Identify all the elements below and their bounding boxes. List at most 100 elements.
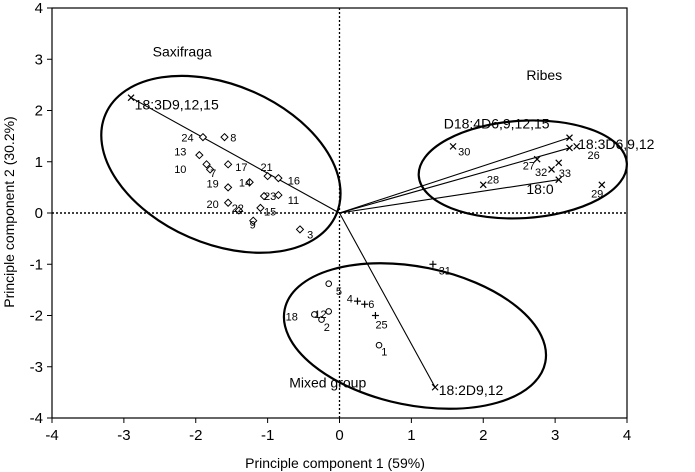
loading-vector	[130, 97, 340, 214]
y-tick-label: -3	[30, 359, 43, 376]
data-point-label: 28	[487, 174, 499, 186]
data-point-label: 8	[230, 132, 236, 144]
data-point-label: 9	[250, 219, 256, 231]
data-point-label: 25	[375, 319, 387, 331]
data-point-label: 2	[324, 322, 330, 334]
data-point	[479, 181, 487, 189]
data-point-label: 15	[264, 207, 276, 219]
loading-endpoint	[566, 144, 573, 152]
x-tick-label: 1	[407, 427, 415, 444]
data-point-label: 12	[314, 309, 326, 321]
group-ellipse	[100, 74, 342, 254]
data-point	[429, 260, 437, 268]
x-tick-label: -3	[117, 427, 130, 444]
data-point-label: 11	[288, 195, 299, 207]
data-point-label: 10	[174, 164, 186, 176]
data-point	[205, 165, 215, 174]
x-tick-label: 4	[623, 427, 631, 444]
data-point	[371, 312, 379, 319]
data-point	[245, 178, 254, 187]
data-point	[223, 183, 233, 192]
data-point	[249, 216, 258, 225]
loading-endpoint	[555, 176, 563, 184]
data-point-label: 20	[207, 199, 219, 211]
data-point	[318, 316, 325, 323]
data-point	[353, 297, 361, 305]
x-tick-label: -4	[45, 427, 58, 444]
y-tick-label: 2	[35, 103, 43, 120]
data-point-label: 19	[207, 178, 219, 190]
data-point	[533, 155, 541, 163]
data-point-label: 24	[181, 132, 193, 144]
loading-label: 18:3D6,9,12	[578, 136, 654, 152]
x-tick-label: -1	[261, 427, 274, 444]
data-point	[220, 132, 229, 142]
data-point-label: 21	[260, 162, 272, 174]
y-tick-label: 4	[35, 0, 43, 17]
data-point-label: 33	[559, 168, 571, 180]
y-tick-label: -4	[30, 410, 43, 427]
y-tick-label: 0	[35, 205, 43, 222]
data-point	[325, 280, 333, 288]
loading-endpoint	[431, 383, 439, 391]
data-point	[311, 311, 318, 318]
data-point	[202, 160, 211, 169]
y-tick-label: -1	[30, 256, 43, 273]
data-point-label: 3	[307, 230, 313, 242]
loading-vector	[339, 137, 570, 214]
y-axis-title: Principle component 2 (30.2%)	[1, 116, 17, 307]
y-tick-label: 3	[35, 51, 43, 68]
data-point	[256, 203, 265, 213]
data-point	[598, 181, 606, 189]
data-point	[548, 166, 555, 173]
loading-vector	[339, 212, 436, 388]
data-point-label: 23	[264, 191, 276, 203]
data-point-label: 31	[439, 266, 451, 278]
group-ellipse	[417, 119, 628, 220]
data-point	[375, 341, 383, 349]
data-point	[263, 171, 272, 181]
x-tick-label: 3	[551, 427, 559, 444]
loading-vector	[339, 147, 570, 214]
data-point-label: 27	[523, 160, 535, 172]
data-point-label: 17	[235, 162, 247, 174]
data-point	[361, 300, 369, 308]
group-label: Ribes	[526, 67, 562, 83]
data-point	[555, 159, 563, 167]
data-point-label: 13	[174, 147, 186, 159]
data-point	[449, 142, 457, 150]
data-point-label: 29	[591, 189, 603, 201]
data-point-label: 26	[587, 150, 599, 162]
data-point-label: 32	[535, 167, 547, 179]
data-point-label: 4	[347, 294, 353, 306]
loading-endpoint	[566, 134, 573, 142]
loading-label: 18:2D9,12	[439, 382, 504, 398]
data-point-label: 16	[288, 175, 300, 187]
data-point	[223, 198, 233, 207]
data-point	[195, 150, 204, 160]
data-point	[198, 132, 208, 142]
group-label: Mixed group	[289, 374, 366, 390]
data-point	[325, 308, 333, 315]
x-tick-label: -2	[189, 427, 202, 444]
data-point-label: 1	[381, 346, 387, 358]
group-ellipse	[282, 262, 548, 410]
loading-label: 18:3D9,12,15	[135, 96, 219, 112]
group-label: Saxifraga	[153, 44, 212, 60]
data-point-label: 5	[336, 286, 342, 298]
y-tick-label: -2	[30, 308, 43, 325]
loading-vector	[339, 179, 559, 214]
x-tick-label: 2	[479, 427, 487, 444]
x-axis-title: Principle component 1 (59%)	[245, 455, 425, 471]
data-point-label: 7	[210, 168, 216, 180]
data-point	[573, 142, 581, 150]
data-point-label: 18	[286, 312, 298, 324]
x-tick-label: 0	[335, 427, 343, 444]
data-point-label: 14	[239, 177, 251, 189]
data-point	[295, 225, 305, 234]
loading-label: D18:4D6,9,12,15	[444, 115, 550, 131]
data-point-label: 30	[458, 147, 470, 159]
data-point	[223, 160, 233, 169]
data-point	[259, 191, 269, 201]
